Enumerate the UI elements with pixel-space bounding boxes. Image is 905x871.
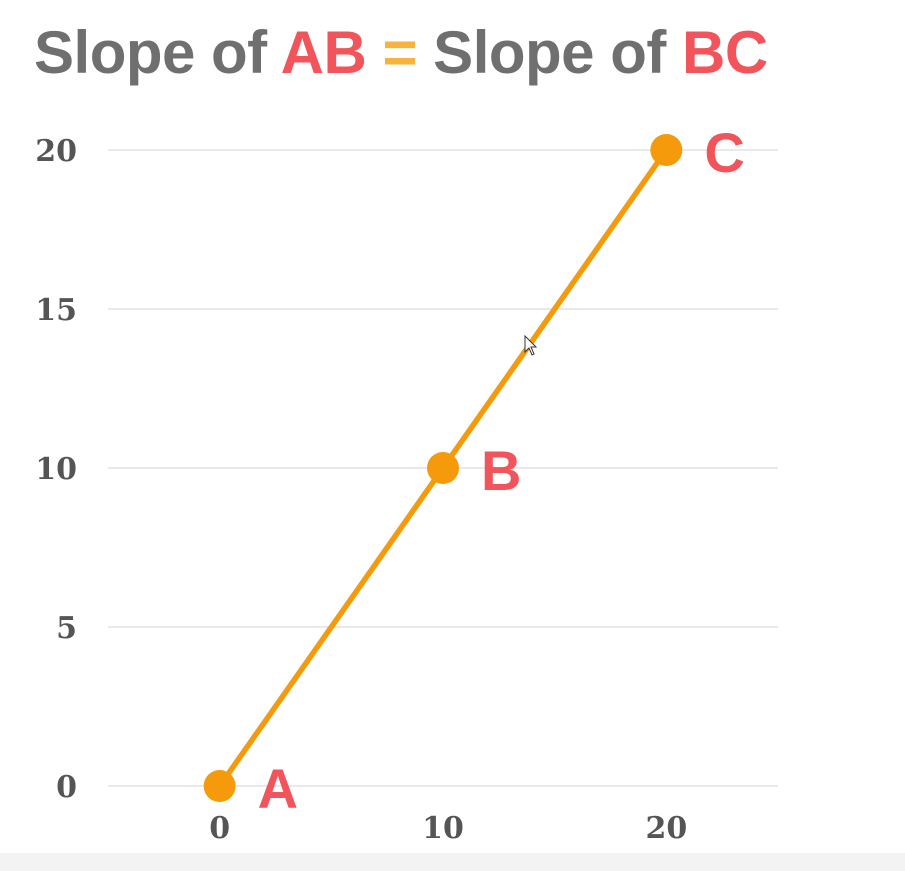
mouse-cursor-icon	[524, 334, 538, 356]
title-slope-of-1: Slope of	[34, 19, 281, 86]
y-tick-label: 15	[35, 293, 77, 328]
x-tick-label: 10	[422, 811, 464, 846]
x-tick-label: 0	[209, 811, 230, 846]
y-tick-label: 10	[35, 452, 77, 487]
point-label-a: A	[258, 757, 298, 820]
y-tick-label: 5	[56, 611, 77, 646]
point-label-c: C	[704, 121, 744, 184]
x-tick-label: 20	[645, 811, 687, 846]
title-slope-of-2: Slope of	[433, 19, 683, 86]
bottom-band	[0, 853, 905, 871]
page-title: Slope of AB = Slope of BC	[34, 18, 768, 88]
data-point-a	[203, 770, 236, 802]
data-point-c	[650, 134, 683, 166]
point-label-b: B	[481, 439, 521, 502]
y-tick-label: 0	[56, 770, 77, 805]
data-point-b	[427, 452, 459, 484]
title-segment-bc: BC	[682, 19, 768, 86]
y-tick-label: 20	[35, 134, 77, 169]
title-equals-sign: =	[366, 19, 434, 86]
title-segment-ab: AB	[280, 19, 367, 86]
